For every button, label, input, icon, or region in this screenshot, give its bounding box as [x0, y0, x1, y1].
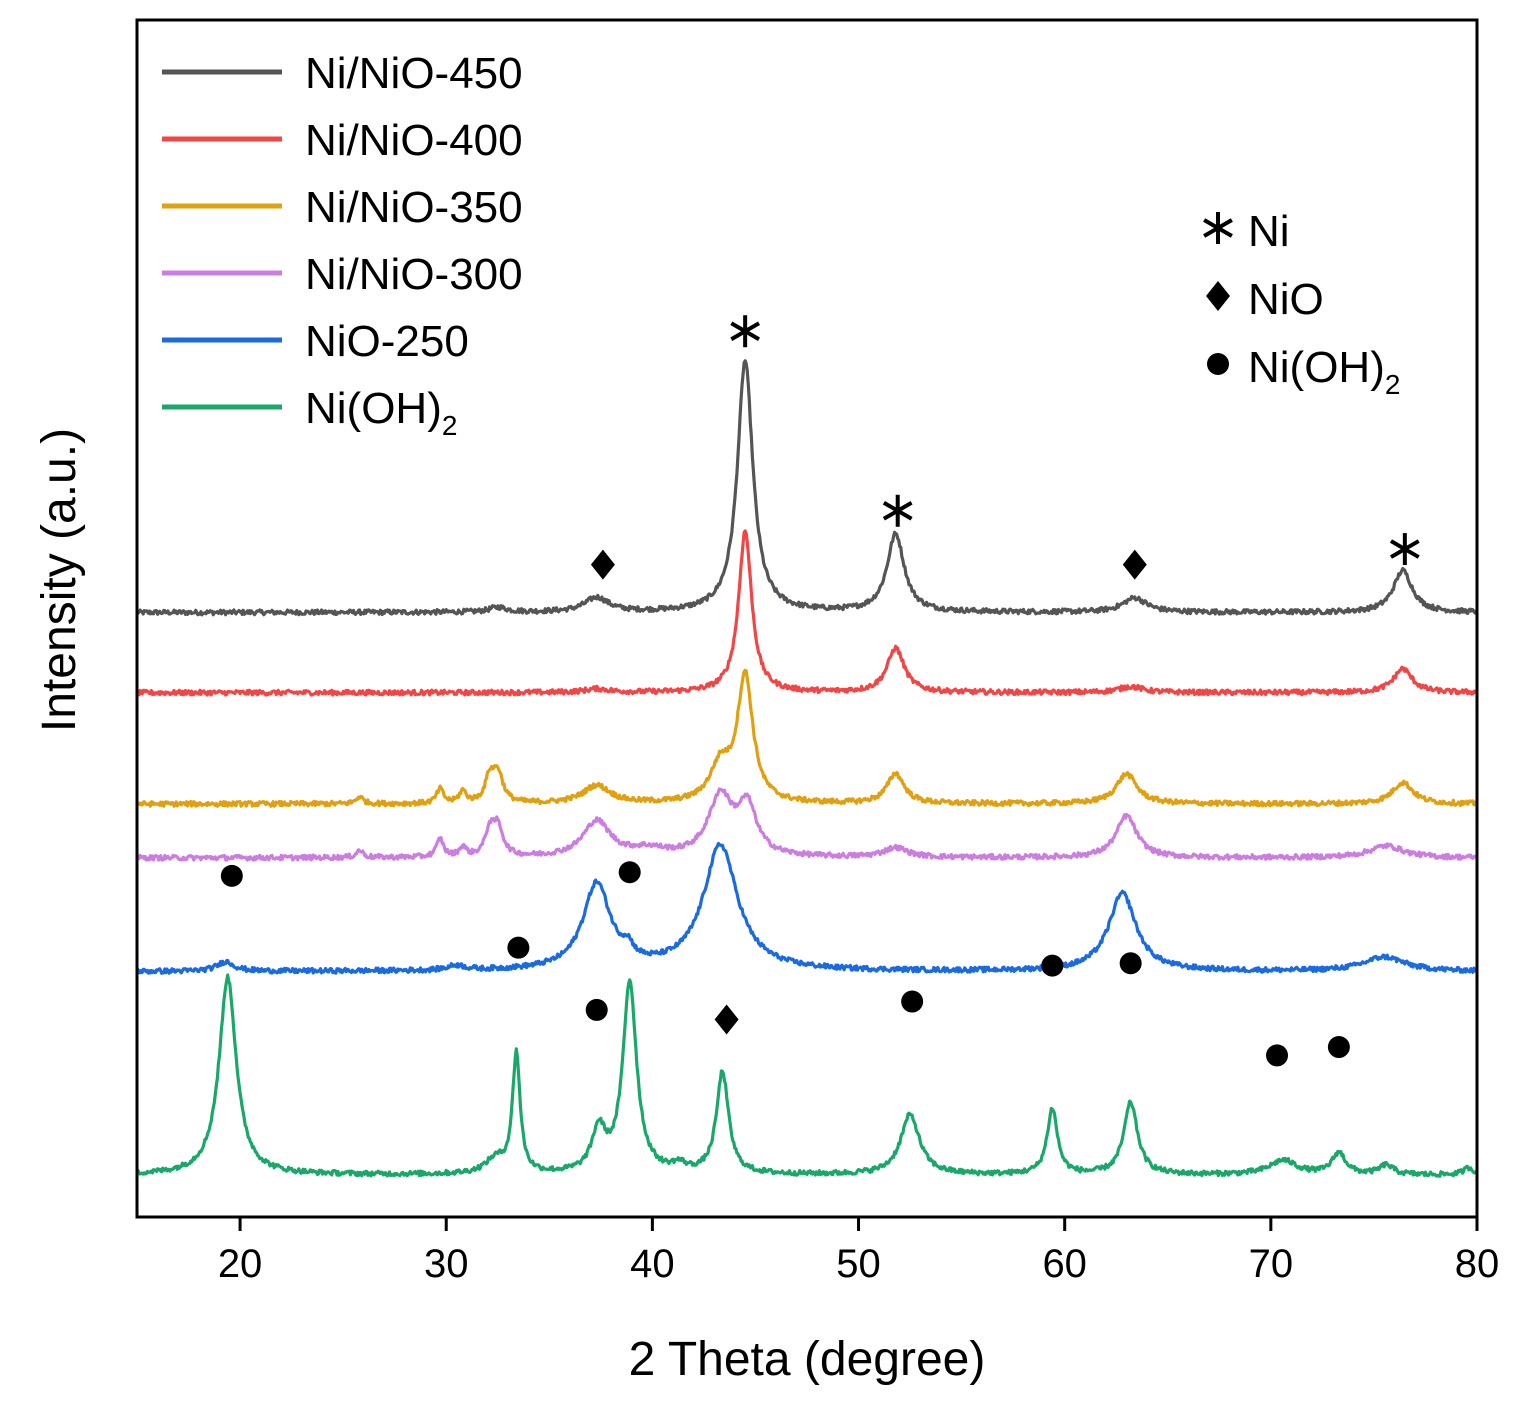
phase-legend-label-ni: Ni	[1248, 207, 1290, 256]
x-tick-label-60: 60	[1042, 1242, 1087, 1286]
series-line-ni-nio-350	[136, 668, 1478, 808]
phase-marker-nio-3	[590, 549, 615, 580]
phase-marker-ni-oh-2-9	[618, 861, 641, 884]
phase-legend-symbol-ni	[1203, 212, 1233, 244]
legend-label-ni-nio-450: Ni/NiO-450	[305, 49, 523, 98]
x-axis-ticks: 20 30 40 50 60 70 80	[218, 1217, 1499, 1286]
legend-label-ni-nio-300: Ni/NiO-300	[305, 250, 523, 299]
plot-lines	[135, 359, 1479, 1178]
phase-marker-ni-oh-2-6	[220, 864, 243, 887]
series-line-ni-nio-400	[136, 529, 1478, 697]
series-legend: Ni/NiO-450 Ni/NiO-400 Ni/NiO-350 Ni/NiO-300…	[162, 49, 523, 441]
phase-marker-ni-2	[1389, 533, 1420, 566]
series-line-ni-nio-450	[135, 359, 1479, 617]
phase-marker-ni-oh-2-12	[1119, 952, 1142, 975]
phase-marker-ni-oh-2-8	[585, 998, 608, 1021]
x-tick-label-50: 50	[836, 1242, 881, 1286]
phase-legend: Ni NiO Ni(OH)2	[1203, 207, 1400, 400]
phase-marker-ni-0	[730, 315, 761, 348]
phase-marker-ni-oh-2-11	[1041, 954, 1064, 977]
x-tick-label-70: 70	[1249, 1242, 1294, 1286]
phase-legend-symbol-ni-oh-2	[1207, 353, 1229, 375]
legend-label-nio-250: NiO-250	[305, 317, 469, 366]
plot-frame	[135, 18, 1479, 1219]
legend-label-ni-nio-350: Ni/NiO-350	[305, 183, 523, 232]
x-tick-label-30: 30	[424, 1242, 469, 1286]
x-tick-label-20: 20	[218, 1242, 263, 1286]
phase-marker-ni-1	[882, 494, 913, 527]
series-line-ni-oh-2	[135, 973, 1479, 1178]
phase-legend-label-ni-oh-2: Ni(OH)2	[1248, 343, 1400, 400]
y-axis-title: Intensity (a.u.)	[33, 428, 86, 732]
series-line-ni-nio-300	[135, 787, 1479, 862]
phase-marker-nio-4	[1122, 549, 1147, 580]
phase-marker-ni-oh-2-14	[1327, 1036, 1350, 1059]
phase-marker-nio-5	[714, 1004, 739, 1035]
x-axis-title: 2 Theta (degree)	[629, 1333, 986, 1386]
series-line-nio-250	[136, 841, 1479, 975]
legend-label-ni-oh-2: Ni(OH)2	[305, 384, 457, 441]
phase-markers	[220, 315, 1420, 1067]
phase-marker-ni-oh-2-7	[507, 936, 530, 959]
x-tick-label-80: 80	[1455, 1242, 1500, 1286]
legend-label-ni-nio-400: Ni/NiO-400	[305, 116, 523, 165]
phase-legend-symbol-nio	[1206, 281, 1230, 311]
phase-marker-ni-oh-2-13	[1266, 1044, 1289, 1067]
x-tick-label-40: 40	[630, 1242, 675, 1286]
phase-legend-label-nio: NiO	[1248, 275, 1324, 324]
phase-marker-ni-oh-2-10	[901, 990, 924, 1013]
